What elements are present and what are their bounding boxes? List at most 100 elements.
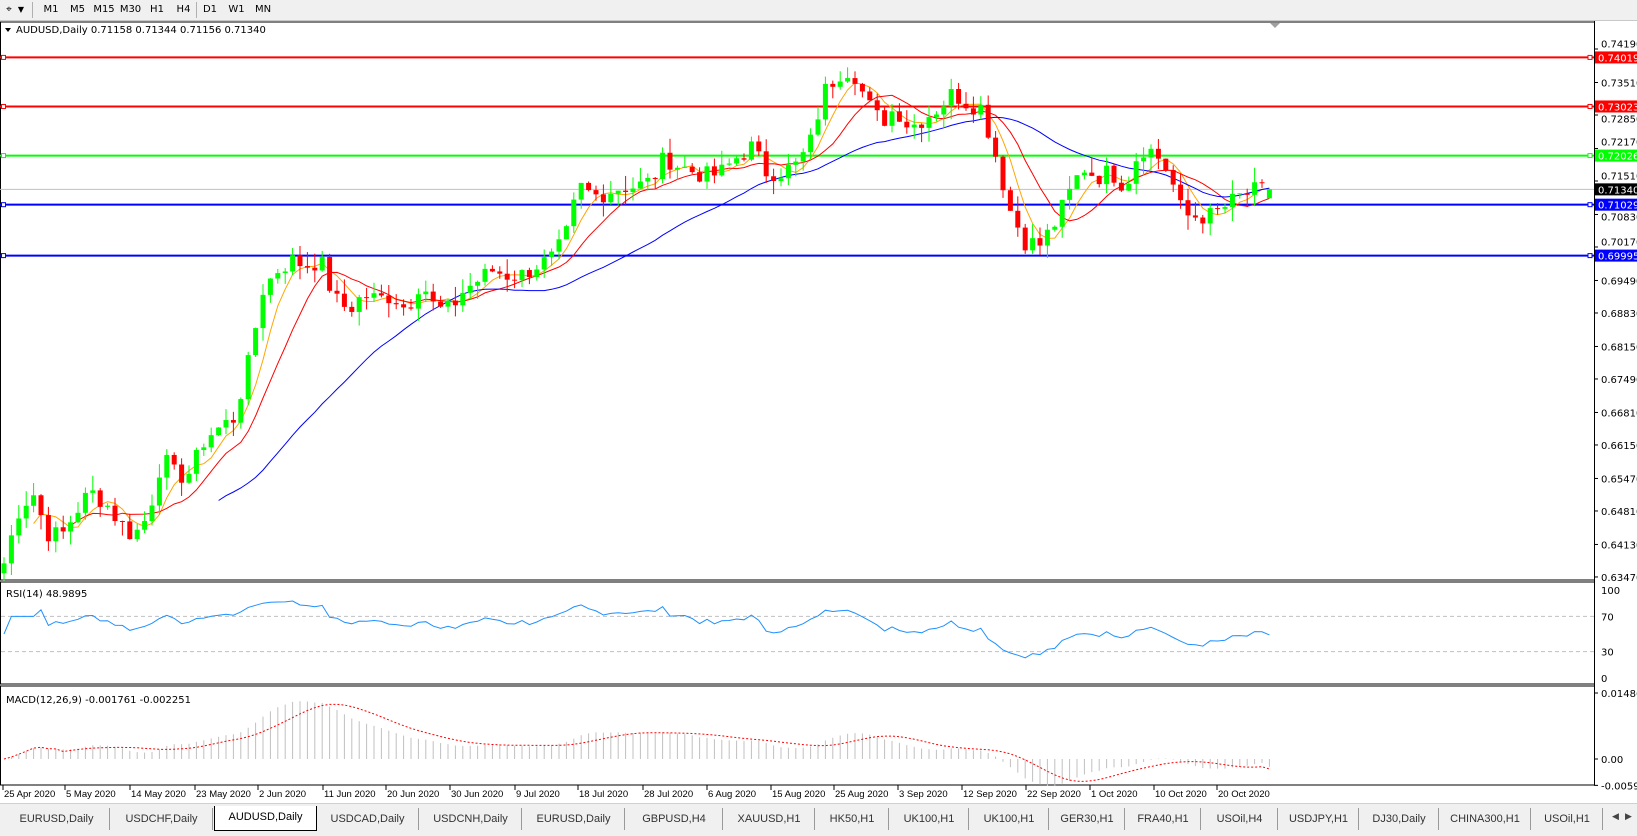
chart-tab-fra40-h1[interactable]: FRA40,H1 xyxy=(1126,808,1201,830)
candle-body xyxy=(1185,200,1191,216)
period-button-h4[interactable]: H4 xyxy=(176,4,191,15)
macd-tick-label: 0.00 xyxy=(1601,755,1623,766)
candle-body xyxy=(1015,210,1021,228)
tab-scroll-right-icon[interactable]: ▶ xyxy=(1625,812,1632,822)
candle-body xyxy=(741,158,747,160)
candle-body xyxy=(563,226,569,240)
hline-handle[interactable] xyxy=(1,202,6,208)
dropdown-arrow-icon[interactable]: ▼ xyxy=(17,5,25,14)
candle-body xyxy=(127,521,133,540)
collapse-triangle-icon[interactable] xyxy=(5,28,11,32)
candle-body xyxy=(142,521,148,530)
chart-tab-uk100-h1[interactable]: UK100,H1 xyxy=(890,808,969,830)
candle-body xyxy=(785,164,791,179)
candle-body xyxy=(230,420,236,423)
date-tick-label: 2 Jun 2020 xyxy=(259,789,306,800)
date-tick-label: 11 Jun 2020 xyxy=(324,789,376,800)
candle-body xyxy=(438,301,444,307)
chart-tab-hk50-h1[interactable]: HK50,H1 xyxy=(816,808,889,830)
candle-body xyxy=(119,520,125,522)
hline-price-label: 0.72026 xyxy=(1598,152,1637,163)
period-button-m30[interactable]: M30 xyxy=(119,4,142,15)
candle-body xyxy=(423,291,429,295)
chart-tab-usdchf-daily[interactable]: USDCHF,Daily xyxy=(111,808,213,830)
date-tick-label: 12 Sep 2020 xyxy=(963,789,1017,800)
hline-handle[interactable] xyxy=(1,54,6,60)
candle-body xyxy=(882,110,888,126)
period-button-w1[interactable]: W1 xyxy=(228,4,245,15)
candle-body xyxy=(941,106,947,115)
chart-tab-eurusd-daily[interactable]: EURUSD,Daily xyxy=(523,808,625,830)
candle-body xyxy=(31,495,37,506)
candle-body xyxy=(1074,175,1080,189)
candle-body xyxy=(1148,148,1154,158)
moving-average-mid xyxy=(70,94,1270,527)
candle-body xyxy=(312,267,318,271)
candle-body xyxy=(1252,182,1258,195)
chart-tab-usdjpy-h1[interactable]: USDJPY,H1 xyxy=(1279,808,1359,830)
candle-body xyxy=(593,190,599,195)
chart-tab-usdcnh-daily[interactable]: USDCNH,Daily xyxy=(420,808,522,830)
chart-tab-gbpusd-h4[interactable]: GBPUSD,H4 xyxy=(626,808,723,830)
chart-tab-audusd-daily[interactable]: AUDUSD,Daily xyxy=(214,806,317,831)
chart-tab-dj30-daily[interactable]: DJ30,Daily xyxy=(1360,808,1439,830)
chart-tab-xauusd-h1[interactable]: XAUUSD,H1 xyxy=(724,808,815,830)
hline-price-label: 0.74019 xyxy=(1598,53,1637,64)
candle-body xyxy=(460,292,466,306)
candle-body xyxy=(808,134,814,153)
candle-body xyxy=(571,199,577,227)
candle-body xyxy=(1089,172,1095,176)
candle-body xyxy=(578,182,584,200)
chart-window[interactable]: AUDUSD,Daily 0.71158 0.71344 0.71156 0.7… xyxy=(0,21,1637,803)
candle-body xyxy=(156,477,162,506)
crosshair-tool-icon[interactable]: ⌖ xyxy=(6,4,12,15)
chart-tab-eurusd-daily[interactable]: EURUSD,Daily xyxy=(4,808,110,830)
date-tick-label: 22 Sep 2020 xyxy=(1027,789,1081,800)
chart-tab-usoil-h4[interactable]: USOil,H4 xyxy=(1202,808,1278,830)
candle-body xyxy=(482,268,488,282)
hline-price-label-bg xyxy=(1595,100,1637,113)
chart-tab-ger30-h1[interactable]: GER30,H1 xyxy=(1050,808,1125,830)
hline-handle[interactable] xyxy=(1587,153,1593,159)
date-tick-label: 9 Jul 2020 xyxy=(516,789,560,800)
period-button-d1[interactable]: D1 xyxy=(202,4,218,15)
hline-handle[interactable] xyxy=(1587,54,1593,60)
hline-handle[interactable] xyxy=(1587,253,1593,259)
hline-price-label-bg xyxy=(1595,249,1637,262)
period-button-mn[interactable]: MN xyxy=(254,4,272,15)
candle-body xyxy=(253,328,259,356)
candle-body xyxy=(8,535,14,564)
candle-body xyxy=(364,297,370,299)
candle-body xyxy=(970,108,976,115)
candle-body xyxy=(1052,226,1058,230)
candle-body xyxy=(541,257,547,270)
candle-body xyxy=(334,290,340,294)
hline-handle[interactable] xyxy=(1,253,6,259)
period-button-h1[interactable]: H1 xyxy=(150,4,164,15)
period-button-m15[interactable]: M15 xyxy=(93,4,115,15)
chart-tab-uk100-h1[interactable]: UK100,H1 xyxy=(970,808,1049,830)
candle-body xyxy=(186,473,192,483)
chart-tab-usoil-h1[interactable]: USOil,H1 xyxy=(1532,808,1603,830)
tab-scroll-left-icon[interactable]: ◀ xyxy=(1612,812,1619,822)
period-button-m1[interactable]: M1 xyxy=(43,4,59,15)
chart-tab-china300-h1[interactable]: CHINA300,H1 xyxy=(1440,808,1531,830)
candle-body xyxy=(586,182,592,191)
current-price-label-bg xyxy=(1595,183,1637,196)
candle-body xyxy=(608,193,614,203)
hline-handle[interactable] xyxy=(1587,202,1593,208)
toolbar-separator xyxy=(196,2,197,18)
hline-handle[interactable] xyxy=(1,153,6,159)
period-button-m5[interactable]: M5 xyxy=(70,4,85,15)
candle-body xyxy=(1000,156,1006,191)
hline-handle[interactable] xyxy=(1,103,6,109)
chart-shift-marker-icon[interactable] xyxy=(1270,23,1280,28)
chart-tab-usdcad-daily[interactable]: USDCAD,Daily xyxy=(317,808,419,830)
hline-handle[interactable] xyxy=(1587,103,1593,109)
